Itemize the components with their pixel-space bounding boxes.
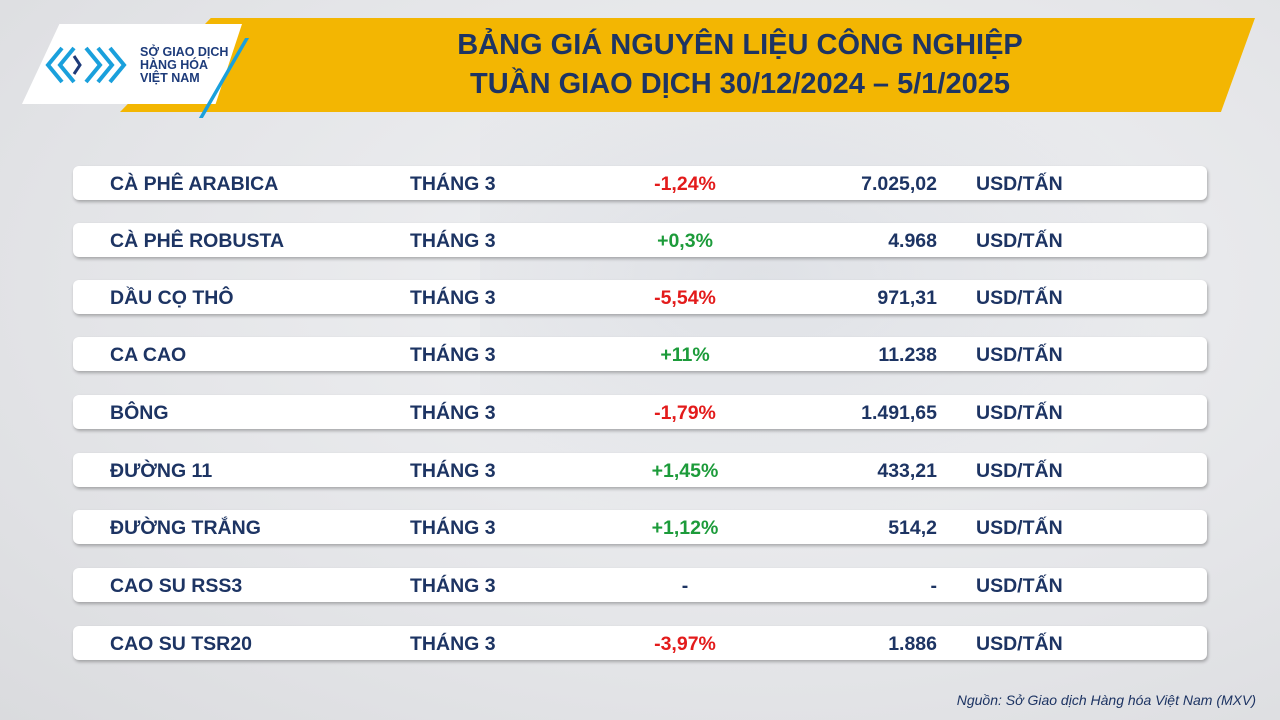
price-unit: USD/TẤN <box>976 173 1063 195</box>
table-row: CA CAO THÁNG 3 +11% 11.238 USD/TẤN <box>73 337 1207 371</box>
title-banner <box>120 18 1255 112</box>
commodity-name: ĐƯỜNG TRẮNG <box>110 517 261 539</box>
commodity-name: BÔNG <box>110 402 169 424</box>
mxv-logo-icon <box>45 46 127 84</box>
weekly-change: -5,54% <box>654 287 716 309</box>
commodity-name: ĐƯỜNG 11 <box>110 460 213 482</box>
page-title: BẢNG GIÁ NGUYÊN LIỆU CÔNG NGHIỆP TUẦN GI… <box>300 26 1180 104</box>
price-unit: USD/TẤN <box>976 402 1063 424</box>
commodity-name: CAO SU RSS3 <box>110 575 243 597</box>
contract-month: THÁNG 3 <box>410 173 496 195</box>
closing-price: 433,21 <box>877 460 937 482</box>
closing-price: 971,31 <box>877 287 937 309</box>
weekly-change: -1,79% <box>654 402 716 424</box>
price-unit: USD/TẤN <box>976 633 1063 655</box>
price-unit: USD/TẤN <box>976 287 1063 309</box>
title-line-1: BẢNG GIÁ NGUYÊN LIỆU CÔNG NGHIỆP <box>457 29 1023 61</box>
commodity-name: CÀ PHÊ ARABICA <box>110 173 279 195</box>
price-unit: USD/TẤN <box>976 344 1063 366</box>
closing-price: 4.968 <box>888 230 937 252</box>
commodity-name: CA CAO <box>110 344 187 366</box>
weekly-change: +0,3% <box>657 230 713 252</box>
org-name-line-2: HÀNG HÓA <box>140 58 209 72</box>
weekly-change: -3,97% <box>654 633 716 655</box>
table-row: CAO SU RSS3 THÁNG 3 - - USD/TẤN <box>73 568 1207 602</box>
org-name: SỞ GIAO DỊCH HÀNG HÓA VIỆT NAM <box>140 46 250 85</box>
price-unit: USD/TẤN <box>976 517 1063 539</box>
price-unit: USD/TẤN <box>976 575 1063 597</box>
contract-month: THÁNG 3 <box>410 633 496 655</box>
weekly-change: +11% <box>660 344 710 366</box>
contract-month: THÁNG 3 <box>410 460 496 482</box>
closing-price: 11.238 <box>878 344 937 366</box>
contract-month: THÁNG 3 <box>410 517 496 539</box>
weekly-change: - <box>681 575 689 597</box>
table-row: CÀ PHÊ ROBUSTA THÁNG 3 +0,3% 4.968 USD/T… <box>73 223 1207 257</box>
closing-price: 1.886 <box>888 633 937 655</box>
contract-month: THÁNG 3 <box>410 230 496 252</box>
closing-price: 1.491,65 <box>861 402 937 424</box>
table-row: DẦU CỌ THÔ THÁNG 3 -5,54% 971,31 USD/TẤN <box>73 280 1207 314</box>
weekly-change: -1,24% <box>654 173 716 195</box>
closing-price: 514,2 <box>888 517 937 539</box>
weekly-change: +1,12% <box>651 517 719 539</box>
closing-price: - <box>930 575 938 597</box>
table-row: CAO SU TSR20 THÁNG 3 -3,97% 1.886 USD/TẤ… <box>73 626 1207 660</box>
table-row: ĐƯỜNG TRẮNG THÁNG 3 +1,12% 514,2 USD/TẤN <box>73 510 1207 544</box>
commodity-name: DẦU CỌ THÔ <box>110 287 234 309</box>
price-unit: USD/TẤN <box>976 460 1063 482</box>
source-note: Nguồn: Sở Giao dịch Hàng hóa Việt Nam (M… <box>956 692 1256 708</box>
commodity-name: CÀ PHÊ ROBUSTA <box>110 230 285 252</box>
org-name-line-3: VIỆT NAM <box>140 71 200 85</box>
price-unit: USD/TẤN <box>976 230 1063 252</box>
contract-month: THÁNG 3 <box>410 575 496 597</box>
contract-month: THÁNG 3 <box>410 287 496 309</box>
org-name-line-1: SỞ GIAO DỊCH <box>140 45 229 59</box>
table-row: CÀ PHÊ ARABICA THÁNG 3 -1,24% 7.025,02 U… <box>73 166 1207 200</box>
closing-price: 7.025,02 <box>861 173 937 195</box>
title-line-2: TUẦN GIAO DỊCH 30/12/2024 – 5/1/2025 <box>470 68 1010 100</box>
commodity-name: CAO SU TSR20 <box>110 633 252 655</box>
contract-month: THÁNG 3 <box>410 344 496 366</box>
weekly-change: +1,45% <box>651 460 719 482</box>
contract-month: THÁNG 3 <box>410 402 496 424</box>
table-row: ĐƯỜNG 11 THÁNG 3 +1,45% 433,21 USD/TẤN <box>73 453 1207 487</box>
table-row: BÔNG THÁNG 3 -1,79% 1.491,65 USD/TẤN <box>73 395 1207 429</box>
